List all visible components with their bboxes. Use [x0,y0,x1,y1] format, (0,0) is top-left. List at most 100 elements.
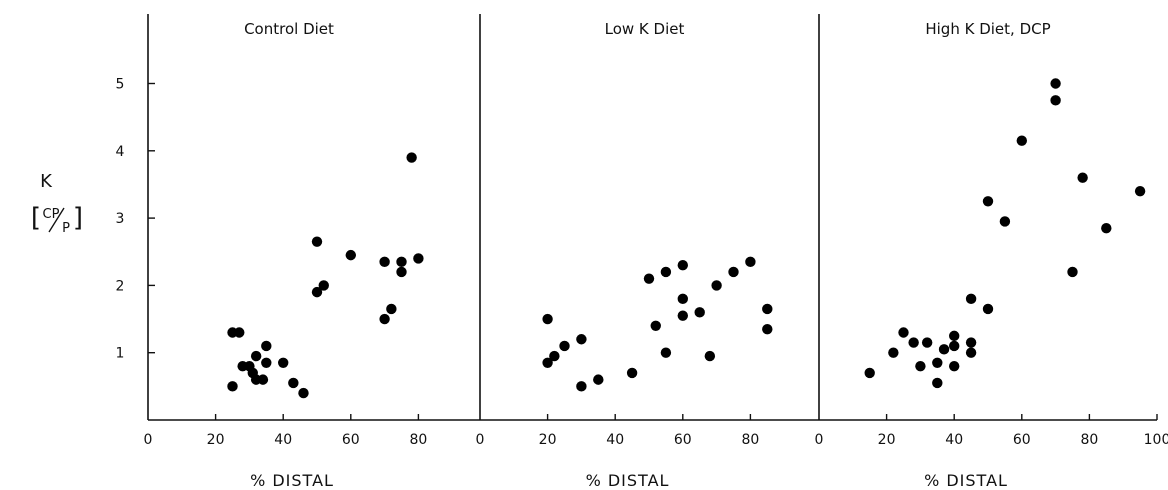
data-point [288,377,299,389]
scatter-panels: 1 2 3 4 5 0 20 40 60 80 Control Diet % DISTAL 0 20 40 6… [116,14,1168,490]
data-point [593,374,604,385]
y-tick-label: 2 [116,278,125,294]
data-point [898,327,909,338]
data-point [298,387,309,399]
panel-title: Low K Diet [605,20,685,38]
data-point [227,381,238,392]
x-tick-label: 40 [945,432,963,448]
data-point [704,350,716,362]
data-point [965,293,977,305]
y-axis-label-cp: CP [43,207,60,222]
data-point [1067,266,1078,278]
data-point [864,367,875,379]
panel-title: Control Diet [244,20,334,38]
data-point [576,334,587,345]
data-point [643,273,655,284]
y-tick-label: 5 [116,77,125,93]
data-point [318,280,329,291]
data-point [660,347,672,358]
x-tick-label: 20 [207,432,225,448]
y-tick-label: 1 [116,346,125,362]
data-point [311,236,323,247]
x-tick-label: 60 [1013,432,1031,448]
x-axis-title: % DISTAL [250,471,334,490]
data-point [762,323,773,335]
data-point [711,280,722,291]
data-point [1050,78,1061,89]
x-tick-label: 80 [1080,432,1098,448]
data-point [257,374,269,385]
y-axis-label-bracket-close: ] [73,203,83,233]
data-point [650,320,661,331]
y-axis-label-bracket-open: [ [31,203,41,233]
panel-2: 0 20 40 60 80 Low K Diet % DISTAL [476,14,819,490]
x-axis-title: % DISTAL [586,471,670,490]
data-point [311,286,323,298]
data-point [261,357,272,368]
data-point [949,340,960,352]
data-point [762,303,773,315]
x-tick-label: 0 [815,432,824,448]
data-point [626,367,638,379]
data-point [379,256,390,268]
x-tick-label: 40 [274,432,292,448]
data-point [982,303,994,315]
data-point [542,313,553,325]
y-tick-label: 4 [116,144,125,160]
data-point [677,310,688,321]
data-point [396,266,407,278]
data-point [932,377,943,389]
x-tick-label: 100 [1144,432,1168,448]
data-point [745,256,756,268]
x-tick-label: 80 [741,432,759,448]
y-axis-label-p: P [62,221,70,236]
data-point [949,360,960,372]
panel-title: High K Diet, DCP [925,20,1050,38]
x-axis-title: % DISTAL [924,471,1008,490]
data-point [559,340,570,352]
y-axis-label-slash [48,207,65,233]
x-tick-label: 0 [144,432,153,448]
x-tick-label: 20 [878,432,896,448]
data-point [965,347,977,358]
data-point [261,340,272,352]
y-axis-label: K [ CP P ] [31,171,83,236]
data-point [379,313,390,325]
data-point [999,216,1011,227]
data-point [965,337,977,348]
data-point [915,360,926,372]
panel-1: 1 2 3 4 5 0 20 40 60 80 Control Diet % DISTAL [116,14,480,490]
data-point [660,266,672,278]
data-point [932,357,943,368]
data-point [345,249,356,261]
data-point [413,253,424,264]
data-point [1016,135,1027,146]
data-point [938,344,950,355]
data-point [1134,185,1146,197]
data-point [908,337,919,348]
y-axis-label-k: K [40,171,53,192]
x-tick-label: 60 [342,432,360,448]
data-point [278,357,289,368]
data-point [386,303,397,315]
x-tick-label: 60 [674,432,692,448]
panel-3: 0 20 40 60 80 100 High K Diet, DCP % DISTAL [815,14,1168,490]
data-point [576,381,587,392]
data-point [406,152,417,163]
data-point [542,357,553,368]
data-point [250,350,262,362]
data-point [549,350,560,362]
data-point [694,307,705,318]
data-point [949,330,960,342]
data-point [1101,222,1112,234]
x-tick-label: 80 [409,432,427,448]
data-point [982,196,994,207]
data-point [677,260,688,271]
data-point [888,347,899,358]
data-point [234,327,245,338]
data-point [396,256,407,268]
x-tick-label: 0 [476,432,485,448]
x-tick-label: 20 [539,432,557,448]
data-point [1050,95,1061,106]
